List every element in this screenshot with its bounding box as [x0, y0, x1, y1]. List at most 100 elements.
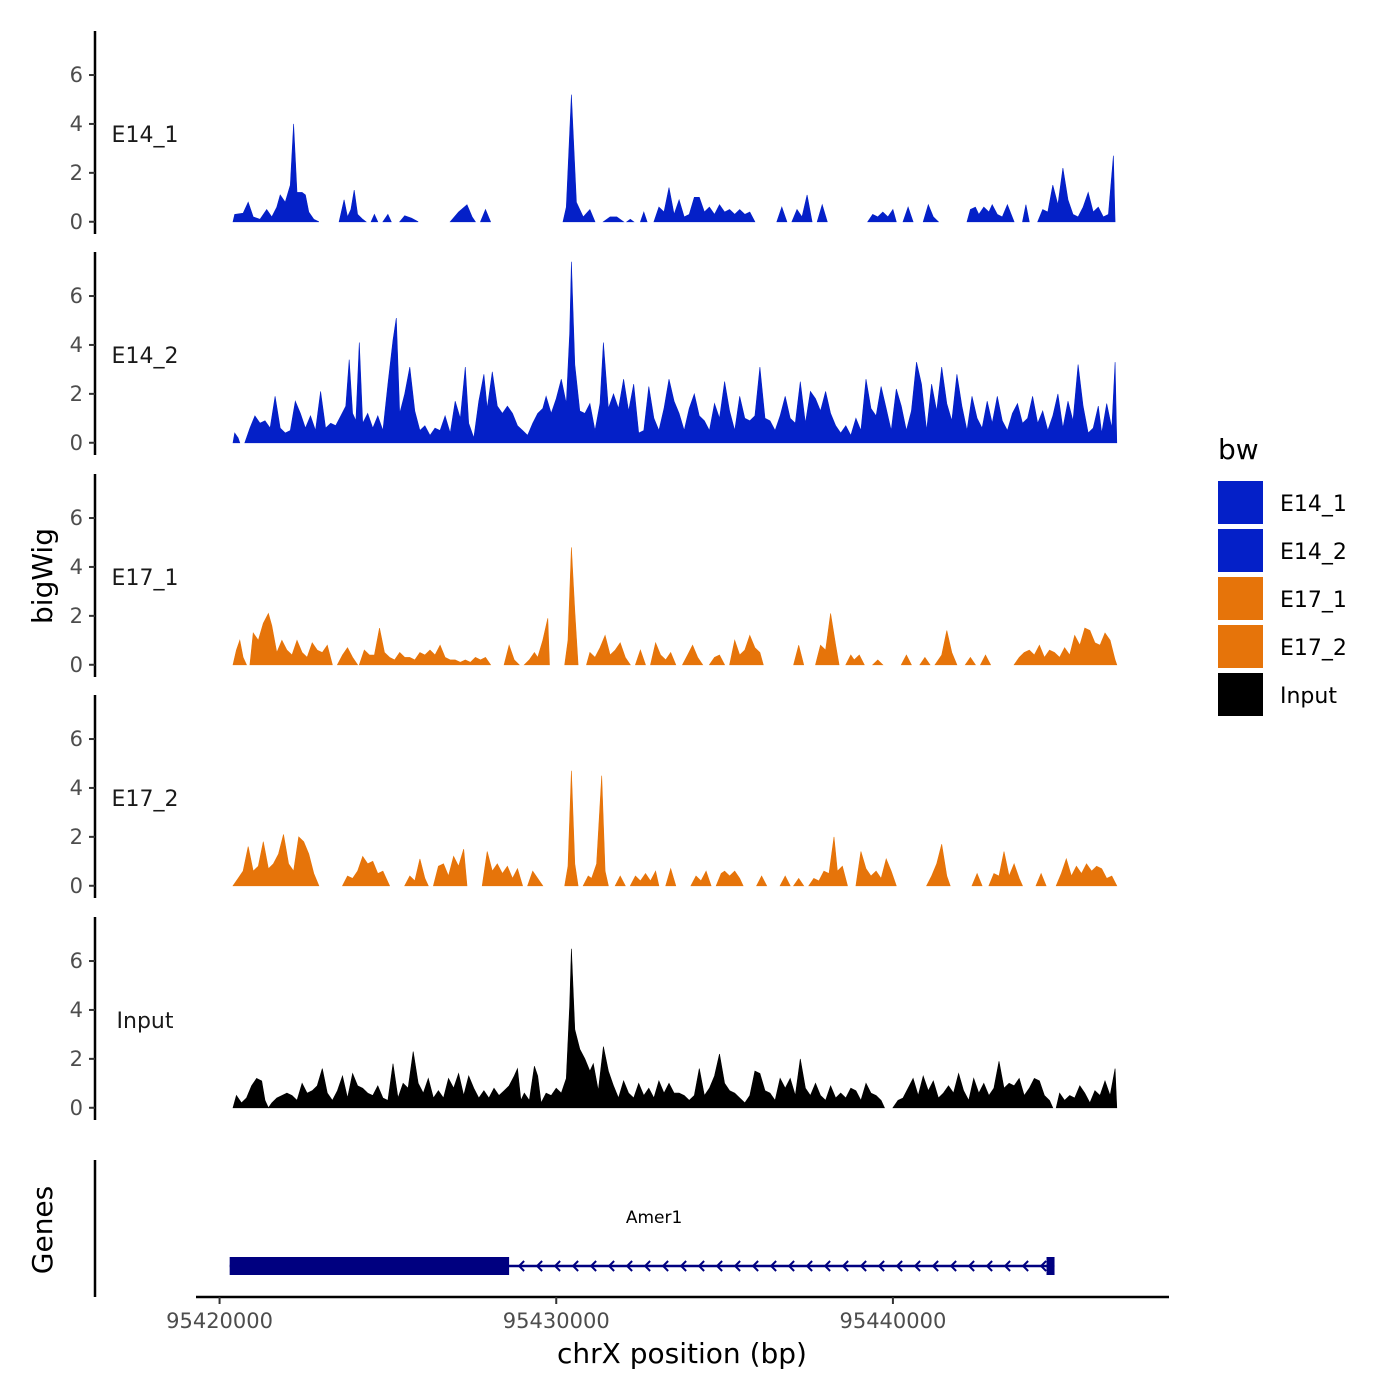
strand-arrow [1003, 1260, 1011, 1272]
signal-area-E17_2-14 [779, 875, 791, 887]
strand-arrow [643, 1260, 651, 1272]
strand-arrow [679, 1260, 687, 1272]
y-tick-label: 6 [70, 63, 83, 87]
signal-area-E14_1-13 [791, 194, 813, 223]
legend-label-E17_2: E17_2 [1280, 636, 1347, 661]
strand-arrow [985, 1260, 993, 1272]
signal-area-E17_1-18 [919, 656, 931, 666]
signal-area-E17_2-0 [232, 834, 320, 887]
signal-area-E17_2-3 [433, 849, 468, 887]
y-tick-label: 2 [70, 382, 83, 406]
signal-area-E17_1-2 [336, 647, 359, 666]
y-tick-label: 2 [70, 1047, 83, 1071]
strand-arrow [967, 1260, 975, 1272]
signal-area-E17_2-17 [855, 851, 897, 887]
legend-key-Input [1218, 673, 1263, 716]
signal-area-E17_2-9 [629, 870, 660, 887]
signal-area-E14_1-2 [370, 213, 379, 223]
signal-area-E14_1-18 [966, 203, 1015, 223]
signal-area-E14_1-16 [902, 206, 914, 223]
x-tick-label: 95440000 [839, 1309, 946, 1333]
signal-area-Input-0 [232, 948, 885, 1109]
strand-arrow [517, 1260, 525, 1272]
y-tick-label: 2 [70, 825, 83, 849]
strand-arrow [895, 1260, 903, 1272]
panel-label-E17_2: E17_2 [112, 787, 179, 812]
x-tick-label: 95430000 [503, 1309, 610, 1333]
signal-area-E14_1-5 [449, 204, 476, 223]
signal-area-E17_1-21 [980, 654, 992, 666]
signal-area-E14_1-19 [1022, 204, 1030, 223]
signal-area-E17_1-5 [523, 618, 550, 666]
y-tick-label: 4 [70, 555, 83, 579]
signal-area-E14_1-0 [232, 123, 320, 223]
signal-area-E17_2-21 [1035, 872, 1047, 887]
strand-arrow [535, 1260, 543, 1272]
y-tick-label: 6 [70, 506, 83, 530]
signal-area-E17_1-8 [634, 649, 646, 666]
signal-area-E14_1-17 [922, 203, 940, 223]
signal-area-E17_2-4 [481, 851, 524, 887]
signal-area-E17_1-10 [682, 644, 704, 666]
strand-arrow [571, 1260, 579, 1272]
signal-area-E14_1-7 [562, 94, 596, 223]
legend: bw E14_1 E14_2 E17_1 E17_2 Input [1218, 433, 1347, 716]
signal-area-E14_1-15 [867, 208, 897, 223]
signal-area-E17_1-11 [708, 654, 726, 666]
strand-arrow [1039, 1260, 1047, 1272]
signal-area-E17_2-16 [808, 836, 848, 887]
signal-area-E17_2-11 [690, 870, 712, 887]
strand-arrow [697, 1260, 705, 1272]
signal-area-E14_1-10 [639, 211, 648, 223]
y-axis-title: bigWig [26, 528, 59, 624]
signal-area-E17_2-8 [614, 875, 626, 887]
gene-exon-thick [229, 1257, 510, 1275]
signal-area-E17_1-22 [1013, 627, 1118, 666]
legend-key-E14_2 [1218, 529, 1263, 572]
signal-area-E14_1-11 [653, 187, 756, 223]
signal-area-E17_1-17 [900, 654, 912, 666]
strand-arrow [751, 1260, 759, 1272]
signal-area-E17_1-1 [249, 612, 333, 666]
signal-area-E17_2-2 [404, 858, 429, 887]
strand-arrow [913, 1260, 921, 1272]
signal-area-E14_1-6 [480, 208, 492, 223]
y-tick-label: 2 [70, 161, 83, 185]
signal-area-E14_1-1 [338, 189, 367, 223]
strand-arrow [607, 1260, 615, 1272]
y-tick-label: 4 [70, 776, 83, 800]
signal-area-E14_1-12 [776, 206, 788, 223]
legend-label-E17_1: E17_1 [1280, 588, 1347, 613]
signal-area-E14_1-14 [816, 203, 828, 223]
y-tick-label: 0 [70, 874, 83, 898]
signal-area-E17_2-22 [1055, 857, 1118, 887]
legend-label-E14_1: E14_1 [1280, 492, 1347, 517]
signal-area-E14_2-0 [232, 432, 241, 444]
panel-label-E14_2: E14_2 [112, 344, 179, 369]
signal-area-E17_1-16 [871, 659, 884, 666]
gene-exon-end [1046, 1257, 1055, 1275]
signal-area-E14_1-3 [382, 213, 392, 223]
y-tick-label: 0 [70, 431, 83, 455]
strand-arrow [931, 1260, 939, 1272]
signal-area-E17_2-18 [926, 844, 951, 887]
signal-area-E17_1-6 [564, 547, 579, 666]
signal-area-E17_1-9 [650, 641, 677, 666]
signal-area-E14_1-4 [399, 215, 419, 223]
y-tick-label: 4 [70, 998, 83, 1022]
panel-label-E17_1: E17_1 [112, 566, 179, 591]
signal-area-E17_2-19 [971, 872, 983, 887]
strand-arrow [769, 1260, 777, 1272]
x-axis-title: chrX position (bp) [557, 1337, 807, 1370]
legend-key-E17_2 [1218, 625, 1263, 668]
y-tick-label: 6 [70, 727, 83, 751]
gene-label: Amer1 [626, 1208, 682, 1228]
panel-E17_1: 0 2 4 6 E17_1 [70, 474, 1118, 677]
genes-axis-title: Genes [26, 1186, 59, 1274]
strand-arrow [661, 1260, 669, 1272]
legend-title: bw [1218, 433, 1259, 466]
signal-area-E17_2-13 [756, 875, 768, 887]
signal-area-E17_1-13 [793, 645, 805, 666]
strand-arrow [823, 1260, 831, 1272]
